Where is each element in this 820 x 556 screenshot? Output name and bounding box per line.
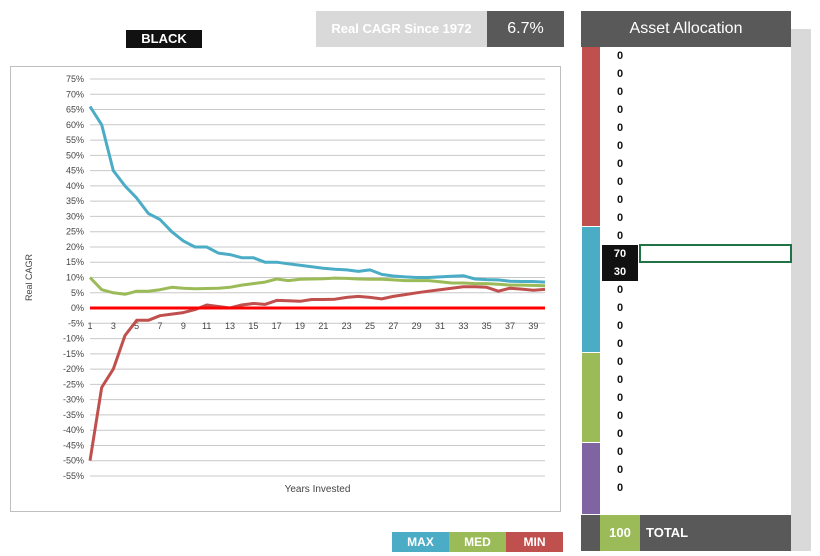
allocation-cell[interactable]: 0	[616, 50, 624, 62]
x-tick-label: 39	[528, 321, 538, 331]
x-tick-label: 35	[482, 321, 492, 331]
portfolio-label: BLACK	[126, 30, 202, 48]
allocation-cell[interactable]: 0	[616, 86, 624, 98]
y-tick-label: -15%	[63, 349, 84, 359]
allocation-cell[interactable]: 0	[616, 446, 624, 458]
allocation-cell[interactable]: 0	[616, 68, 624, 80]
allocation-cell[interactable]: 0	[616, 194, 624, 206]
y-tick-label: -30%	[63, 395, 84, 405]
allocation-cell[interactable]: 0	[616, 464, 624, 476]
allocation-title: Asset Allocation	[581, 11, 791, 47]
y-tick-label: 15%	[66, 257, 84, 267]
allocation-cell[interactable]: 0	[616, 176, 624, 188]
x-tick-label: 5	[134, 321, 139, 331]
x-tick-label: 15	[248, 321, 258, 331]
y-tick-label: -40%	[63, 425, 84, 435]
allocation-cell[interactable]: 0	[616, 284, 624, 296]
allocation-cell[interactable]: 0	[616, 302, 624, 314]
total-value: 100	[600, 515, 640, 551]
total-label: TOTAL	[646, 525, 689, 540]
y-tick-label: 5%	[71, 288, 84, 298]
y-tick-label: 35%	[66, 196, 84, 206]
y-tick-label: 40%	[66, 181, 84, 191]
y-tick-label: 60%	[66, 120, 84, 130]
cagr-line-chart: 75%70%65%60%55%50%45%40%35%30%25%20%15%1…	[24, 74, 546, 495]
allocation-cell[interactable]: 0	[616, 320, 624, 332]
y-tick-label: -25%	[63, 379, 84, 389]
y-tick-label: -20%	[63, 364, 84, 374]
x-tick-label: 27	[388, 321, 398, 331]
allocation-cell[interactable]: 0	[616, 230, 624, 242]
x-tick-label: 3	[111, 321, 116, 331]
x-tick-label: 25	[365, 321, 375, 331]
y-tick-label: -50%	[63, 456, 84, 466]
x-tick-label: 31	[435, 321, 445, 331]
x-tick-label: 9	[181, 321, 186, 331]
allocation-cell[interactable]: 0	[616, 338, 624, 350]
allocation-cell[interactable]: 0	[616, 392, 624, 404]
x-tick-label: 1	[87, 321, 92, 331]
allocation-cell[interactable]: 0	[616, 482, 624, 494]
x-tick-label: 11	[202, 321, 211, 331]
legend-max[interactable]: MAX	[392, 532, 449, 552]
cagr-label: Real CAGR Since 1972	[316, 11, 487, 47]
allocation-shadow	[791, 29, 811, 551]
x-tick-label: 33	[458, 321, 468, 331]
allocation-cell[interactable]: 0	[616, 212, 624, 224]
allocation-cell[interactable]: 0	[616, 104, 624, 116]
x-tick-label: 13	[225, 321, 235, 331]
series-line-med	[88, 276, 546, 296]
y-tick-label: -45%	[63, 440, 84, 450]
allocation-group-bar-4	[582, 443, 600, 514]
allocation-cell[interactable]: 0	[616, 374, 624, 386]
x-tick-label: 19	[295, 321, 305, 331]
y-tick-label: 65%	[66, 105, 84, 115]
allocation-cell[interactable]: 0	[616, 410, 624, 422]
allocation-cell[interactable]: 0	[616, 158, 624, 170]
y-tick-label: 50%	[66, 150, 84, 160]
allocation-cell[interactable]: 70	[602, 245, 638, 263]
x-tick-label: 21	[318, 321, 328, 331]
allocation-cell[interactable]: 0	[616, 428, 624, 440]
allocation-cell[interactable]: 30	[602, 263, 638, 281]
allocation-cell[interactable]: 0	[616, 356, 624, 368]
y-tick-label: 10%	[66, 273, 84, 283]
allocation-cell[interactable]: 0	[616, 122, 624, 134]
x-tick-label: 17	[272, 321, 282, 331]
x-axis-label: Years Invested	[285, 484, 351, 495]
allocation-group-bar-1	[582, 47, 600, 226]
y-tick-label: 70%	[66, 89, 84, 99]
y-tick-label: 45%	[66, 166, 84, 176]
y-tick-label: 55%	[66, 135, 84, 145]
series-line-max	[88, 105, 546, 284]
cagr-value: 6.7%	[487, 11, 564, 47]
legend-min[interactable]: MIN	[506, 532, 563, 552]
y-tick-label: 0%	[71, 303, 84, 313]
allocation-group-bar-2	[582, 227, 600, 352]
x-tick-label: 37	[505, 321, 515, 331]
y-tick-label: -5%	[68, 318, 84, 328]
y-tick-label: 30%	[66, 211, 84, 221]
y-tick-label: 75%	[66, 74, 84, 84]
y-tick-label: 25%	[66, 227, 84, 237]
allocation-input-box[interactable]	[639, 244, 792, 263]
series-line-min	[88, 285, 546, 461]
y-tick-label: -10%	[63, 334, 84, 344]
x-tick-label: 29	[412, 321, 422, 331]
legend-med[interactable]: MED	[449, 532, 506, 552]
y-tick-label: 20%	[66, 242, 84, 252]
y-tick-label: -35%	[63, 410, 84, 420]
allocation-group-bar-3	[582, 353, 600, 442]
x-tick-label: 23	[342, 321, 352, 331]
y-axis-label: Real CAGR	[24, 253, 34, 301]
y-tick-label: -55%	[63, 471, 84, 481]
allocation-cell[interactable]: 0	[616, 140, 624, 152]
x-tick-label: 7	[157, 321, 162, 331]
